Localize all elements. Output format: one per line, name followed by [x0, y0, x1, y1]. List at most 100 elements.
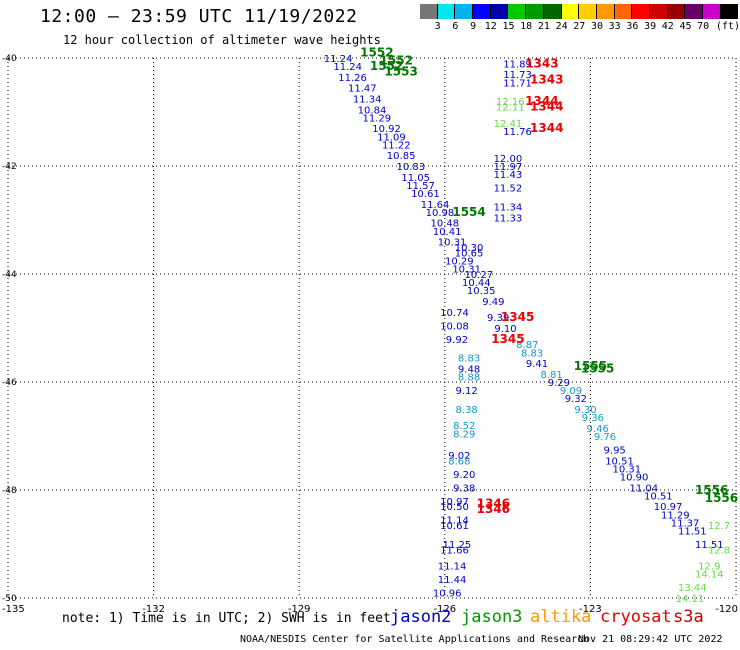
legend-swatch	[508, 4, 527, 19]
credit-line: NOAA/NESDIS Center for Satellite Applica…	[240, 634, 590, 645]
wave-height-label: 9.09	[560, 386, 582, 397]
satellite-jason3: jason3	[461, 607, 523, 627]
wave-height-label: 8.83	[521, 348, 543, 359]
legend-swatch	[473, 4, 491, 19]
latitude-label: -50	[2, 594, 17, 604]
pass-time-label: 1554	[452, 205, 485, 219]
pass-time-label: 1345	[491, 332, 524, 346]
wave-height-label: 8.87	[516, 340, 538, 351]
wave-height-label: 10.90	[620, 473, 649, 484]
latitude-labels: -40 -42 -44 -46 -48 -50	[2, 54, 17, 604]
pass-time-label: 1556	[695, 483, 728, 497]
wave-height-label: 11.52	[494, 184, 523, 195]
wave-height-label: 9.95	[604, 446, 626, 457]
legend-label: 24	[555, 21, 568, 32]
pass-time-label: 1552	[360, 46, 393, 60]
wave-height-label: 11.24	[333, 62, 362, 73]
satellite-s3a: s3a	[673, 607, 704, 627]
wave-height-label: 10.31	[452, 265, 481, 276]
longitude-label: -126	[433, 604, 456, 615]
wave-height-label: 9.12	[456, 386, 478, 397]
wave-height-label: 10.31	[612, 464, 641, 475]
latitude-label: -42	[2, 162, 17, 172]
satellite-jason2: jason2	[390, 607, 452, 627]
satellite-altika: altika	[530, 607, 592, 627]
wave-height-label: 8.29	[453, 429, 475, 440]
wave-height-label: 9.20	[453, 470, 475, 481]
wave-height-label: 10.92	[372, 124, 401, 135]
wave-height-label: 11.76	[503, 127, 532, 138]
wave-height-label: 10.84	[358, 105, 387, 116]
wave-height-label: 14.14	[695, 570, 724, 581]
wave-height-label: 10.35	[467, 286, 496, 297]
wave-height-label: 11.29	[661, 510, 690, 521]
wave-height-label: 8.52	[453, 421, 475, 432]
wave-height-label: 9.10	[494, 324, 516, 335]
satellite-cryosat: cryosat	[600, 607, 672, 627]
wave-height-label: 10.61	[411, 189, 440, 200]
legend-label: 18	[520, 21, 533, 32]
legend-label: 21	[537, 21, 550, 32]
pass-time-label: 1344	[530, 121, 563, 135]
wave-height-label: 8.81	[540, 370, 562, 381]
wave-height-label: 11.57	[406, 181, 435, 192]
legend-unit: (ft)	[715, 21, 740, 32]
legend-swatch	[543, 4, 562, 19]
graticule	[7, 57, 737, 599]
wave-height-label: 11.51	[695, 540, 724, 551]
wave-height-label: 10.98	[426, 208, 455, 219]
wave-height-label: 11.25	[443, 540, 472, 551]
legend-swatch	[667, 4, 686, 19]
longitude-label: -123	[579, 604, 602, 615]
latitude-label: -46	[2, 378, 17, 388]
wave-height-label: 9.30	[574, 405, 596, 416]
wave-height-label: 10.85	[387, 151, 416, 162]
legend-swatch	[596, 4, 615, 19]
wave-height-label: 11.29	[363, 113, 392, 124]
wave-height-label: 10.97	[654, 502, 683, 513]
wave-height-label: 9.36	[582, 413, 604, 424]
wave-height-label: 13.44	[678, 583, 707, 594]
wave-height-label: 10.51	[605, 456, 634, 467]
legend-swatch	[703, 4, 721, 19]
wave-height-label: 11.14	[440, 516, 469, 527]
wave-height-label: 11.34	[353, 95, 382, 106]
wave-height-label: 10.08	[440, 321, 469, 332]
wave-height-label: 11.64	[421, 200, 450, 211]
wave-height-label: 10.65	[455, 248, 484, 259]
latitude-label: -44	[2, 270, 17, 280]
legend-label: 9	[470, 21, 477, 32]
wave-height-label: 10.97	[440, 497, 469, 508]
legend-label: 70	[697, 21, 710, 32]
pass-time-label: 1552	[370, 59, 403, 73]
pass-time-label: 1556	[705, 491, 738, 505]
wave-height-label: 8.68	[448, 456, 470, 467]
longitude-label: -132	[142, 604, 165, 615]
wave-height-label: 11.73	[503, 70, 532, 81]
wave-height-label: 12.11	[496, 103, 525, 114]
wave-height-label: 11.09	[377, 132, 406, 143]
pass-time-label: 1555	[574, 359, 607, 373]
wave-height-label: 10.31	[438, 238, 467, 249]
legend-swatch	[632, 4, 650, 19]
wave-height-label: 11.04	[629, 483, 658, 494]
legend-label: 36	[626, 21, 639, 32]
wave-height-label: 8.83	[458, 354, 480, 365]
wave-height-label: 11.14	[438, 562, 467, 573]
wave-height-label: 10.83	[397, 162, 426, 173]
legend-swatch	[455, 4, 474, 19]
generated-timestamp: Nov 21 08:29:42 UTC 2022	[578, 634, 723, 645]
wave-height-label: 10.30	[455, 243, 484, 254]
wave-height-label: 11.22	[382, 140, 411, 151]
longitude-labels: -135 -132 -129 -126 -123 -120	[2, 604, 738, 615]
latitude-label: -40	[2, 54, 17, 64]
wave-height-label: 12.41	[494, 119, 523, 130]
pass-time-label: 1345	[501, 310, 534, 324]
wave-height-label: 11.24	[324, 54, 353, 65]
wave-height-label: 9.92	[446, 335, 468, 346]
legend-label: 42	[661, 21, 674, 32]
pass-time-label: 1553	[384, 65, 417, 79]
wave-height-label: 9.29	[548, 378, 570, 389]
wave-height-label: 12.8	[708, 545, 730, 556]
legend-label: 39	[644, 21, 657, 32]
